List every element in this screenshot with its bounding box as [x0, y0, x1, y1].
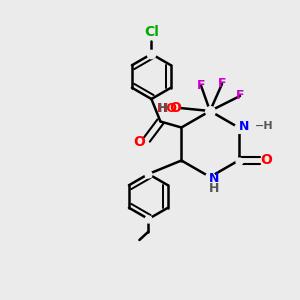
- Text: Cl: Cl: [144, 26, 159, 39]
- Text: O: O: [260, 154, 272, 167]
- Text: O: O: [169, 101, 181, 115]
- Text: F: F: [218, 77, 226, 91]
- Text: O: O: [134, 136, 146, 149]
- Text: HO: HO: [157, 101, 178, 115]
- Text: H: H: [209, 182, 220, 195]
- Text: N: N: [209, 172, 220, 185]
- Text: N: N: [239, 119, 249, 133]
- Text: F: F: [236, 89, 244, 103]
- Text: H: H: [158, 101, 168, 115]
- Text: −H: −H: [255, 121, 274, 131]
- Text: F: F: [197, 79, 205, 92]
